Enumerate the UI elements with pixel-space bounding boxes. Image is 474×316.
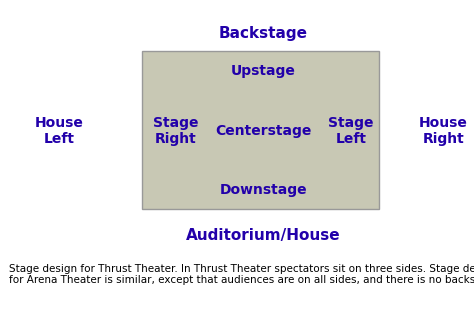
Text: Stage
Left: Stage Left	[328, 116, 374, 146]
Text: Downstage: Downstage	[219, 183, 307, 197]
Bar	[142, 51, 379, 209]
Text: Stage
Right: Stage Right	[153, 116, 198, 146]
Text: Auditorium/House: Auditorium/House	[186, 228, 340, 243]
Text: House
Right: House Right	[419, 116, 468, 146]
Text: Stage design for Thrust Theater. In Thrust Theater spectators sit on three sides: Stage design for Thrust Theater. In Thru…	[9, 264, 474, 285]
Text: Upstage: Upstage	[231, 64, 295, 78]
Text: House
Left: House Left	[35, 116, 84, 146]
Text: Centerstage: Centerstage	[215, 124, 311, 138]
Text: Backstage: Backstage	[219, 26, 308, 41]
